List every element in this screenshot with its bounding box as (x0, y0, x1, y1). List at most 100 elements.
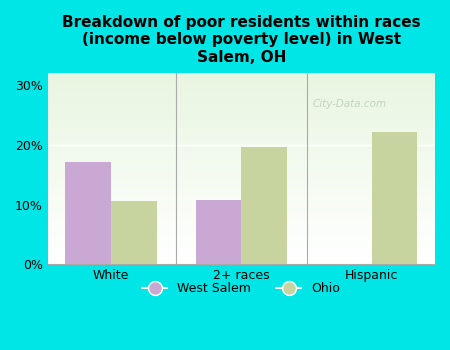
Bar (48, 192, 435, 194)
Bar (48, 247, 435, 249)
Bar (48, 86, 435, 88)
Bar (48, 161, 435, 163)
Bar (48, 80, 435, 83)
Bar (48, 241, 435, 243)
Bar (48, 131, 435, 132)
Bar (48, 184, 435, 186)
Bar (48, 259, 435, 261)
Bar (48, 238, 435, 239)
Bar (48, 220, 435, 222)
Bar (48, 243, 435, 245)
Bar (48, 92, 435, 94)
Legend: West Salem, Ohio: West Salem, Ohio (138, 277, 345, 300)
Bar (48, 186, 435, 188)
Bar (48, 232, 435, 234)
Bar (48, 236, 435, 238)
Bar (48, 196, 435, 197)
Bar (48, 142, 435, 144)
Bar (48, 253, 435, 255)
Bar (48, 215, 435, 217)
Bar (48, 163, 435, 165)
Bar (48, 117, 435, 119)
Bar (48, 251, 435, 253)
Bar (48, 213, 435, 215)
Bar (48, 201, 435, 203)
Bar (48, 188, 435, 190)
Bar (48, 104, 435, 105)
Bar (48, 207, 435, 209)
Bar (48, 155, 435, 157)
Bar (48, 102, 435, 104)
Bar (48, 152, 435, 153)
Bar (48, 194, 435, 196)
Bar (48, 249, 435, 251)
Bar (48, 222, 435, 224)
Bar (48, 262, 435, 265)
Bar (48, 203, 435, 205)
Bar (48, 149, 435, 152)
Bar (48, 224, 435, 226)
Bar (48, 228, 435, 230)
Bar (48, 119, 435, 121)
Bar (48, 148, 435, 149)
Text: City-Data.com: City-Data.com (313, 99, 387, 110)
Bar (48, 134, 435, 136)
Bar (48, 178, 435, 180)
Bar (48, 255, 435, 257)
Bar (48, 128, 435, 131)
Bar (372, 132, 418, 265)
Bar (48, 173, 435, 174)
Bar (48, 96, 435, 98)
Bar (48, 257, 435, 259)
Bar (48, 159, 435, 161)
Bar (48, 146, 435, 148)
Bar (48, 261, 435, 262)
Bar (48, 199, 435, 201)
Bar (48, 180, 435, 182)
Bar (241, 147, 287, 265)
Bar (48, 170, 435, 173)
Bar (48, 105, 435, 107)
Bar (48, 111, 435, 113)
Bar (48, 140, 435, 142)
Bar (48, 153, 435, 155)
Bar (48, 218, 435, 220)
Bar (48, 77, 435, 79)
Bar (48, 132, 435, 134)
Bar (48, 157, 435, 159)
Bar (48, 239, 435, 241)
Bar (48, 174, 435, 176)
Bar (48, 73, 435, 75)
Bar (48, 107, 435, 109)
Title: Breakdown of poor residents within races
(income below poverty level) in West
Sa: Breakdown of poor residents within races… (62, 15, 421, 65)
Bar (48, 197, 435, 199)
Bar (48, 234, 435, 236)
Bar (48, 245, 435, 247)
Bar (48, 217, 435, 218)
Bar (48, 230, 435, 232)
Bar (48, 169, 435, 170)
Bar (48, 123, 435, 125)
Bar (48, 205, 435, 207)
Bar (48, 121, 435, 123)
Bar (48, 167, 435, 169)
Bar (48, 211, 435, 213)
Bar (48, 138, 435, 140)
Bar (48, 165, 435, 167)
Bar (48, 88, 435, 90)
Bar (48, 136, 435, 138)
Bar (111, 201, 157, 265)
Bar (48, 84, 435, 86)
Bar (196, 201, 241, 265)
Bar (48, 83, 435, 84)
Bar (48, 90, 435, 92)
Bar (48, 100, 435, 101)
Bar (48, 98, 435, 100)
Bar (48, 176, 435, 178)
Bar (48, 127, 435, 128)
Bar (48, 125, 435, 127)
Bar (48, 209, 435, 211)
Bar (48, 115, 435, 117)
Bar (48, 109, 435, 111)
Bar (48, 75, 435, 77)
